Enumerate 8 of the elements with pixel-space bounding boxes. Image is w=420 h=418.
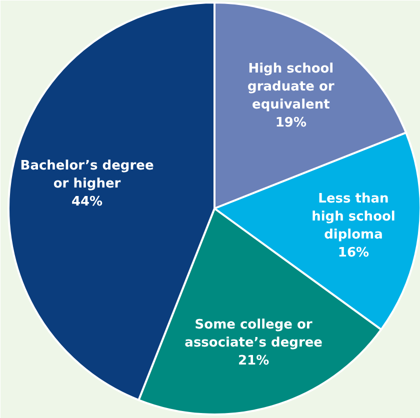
slice-label: High school graduate or equivalent (248, 62, 335, 113)
slice-label: Less than high school diploma (312, 192, 396, 243)
data-label: 19% (275, 116, 306, 131)
slice-label: Bachelor’s degree or higher (20, 158, 154, 192)
slice-label: Some college or associate’s degree (184, 318, 323, 351)
data-label: 44% (71, 194, 103, 210)
data-label: 16% (338, 246, 370, 261)
data-label: 21% (238, 354, 270, 369)
